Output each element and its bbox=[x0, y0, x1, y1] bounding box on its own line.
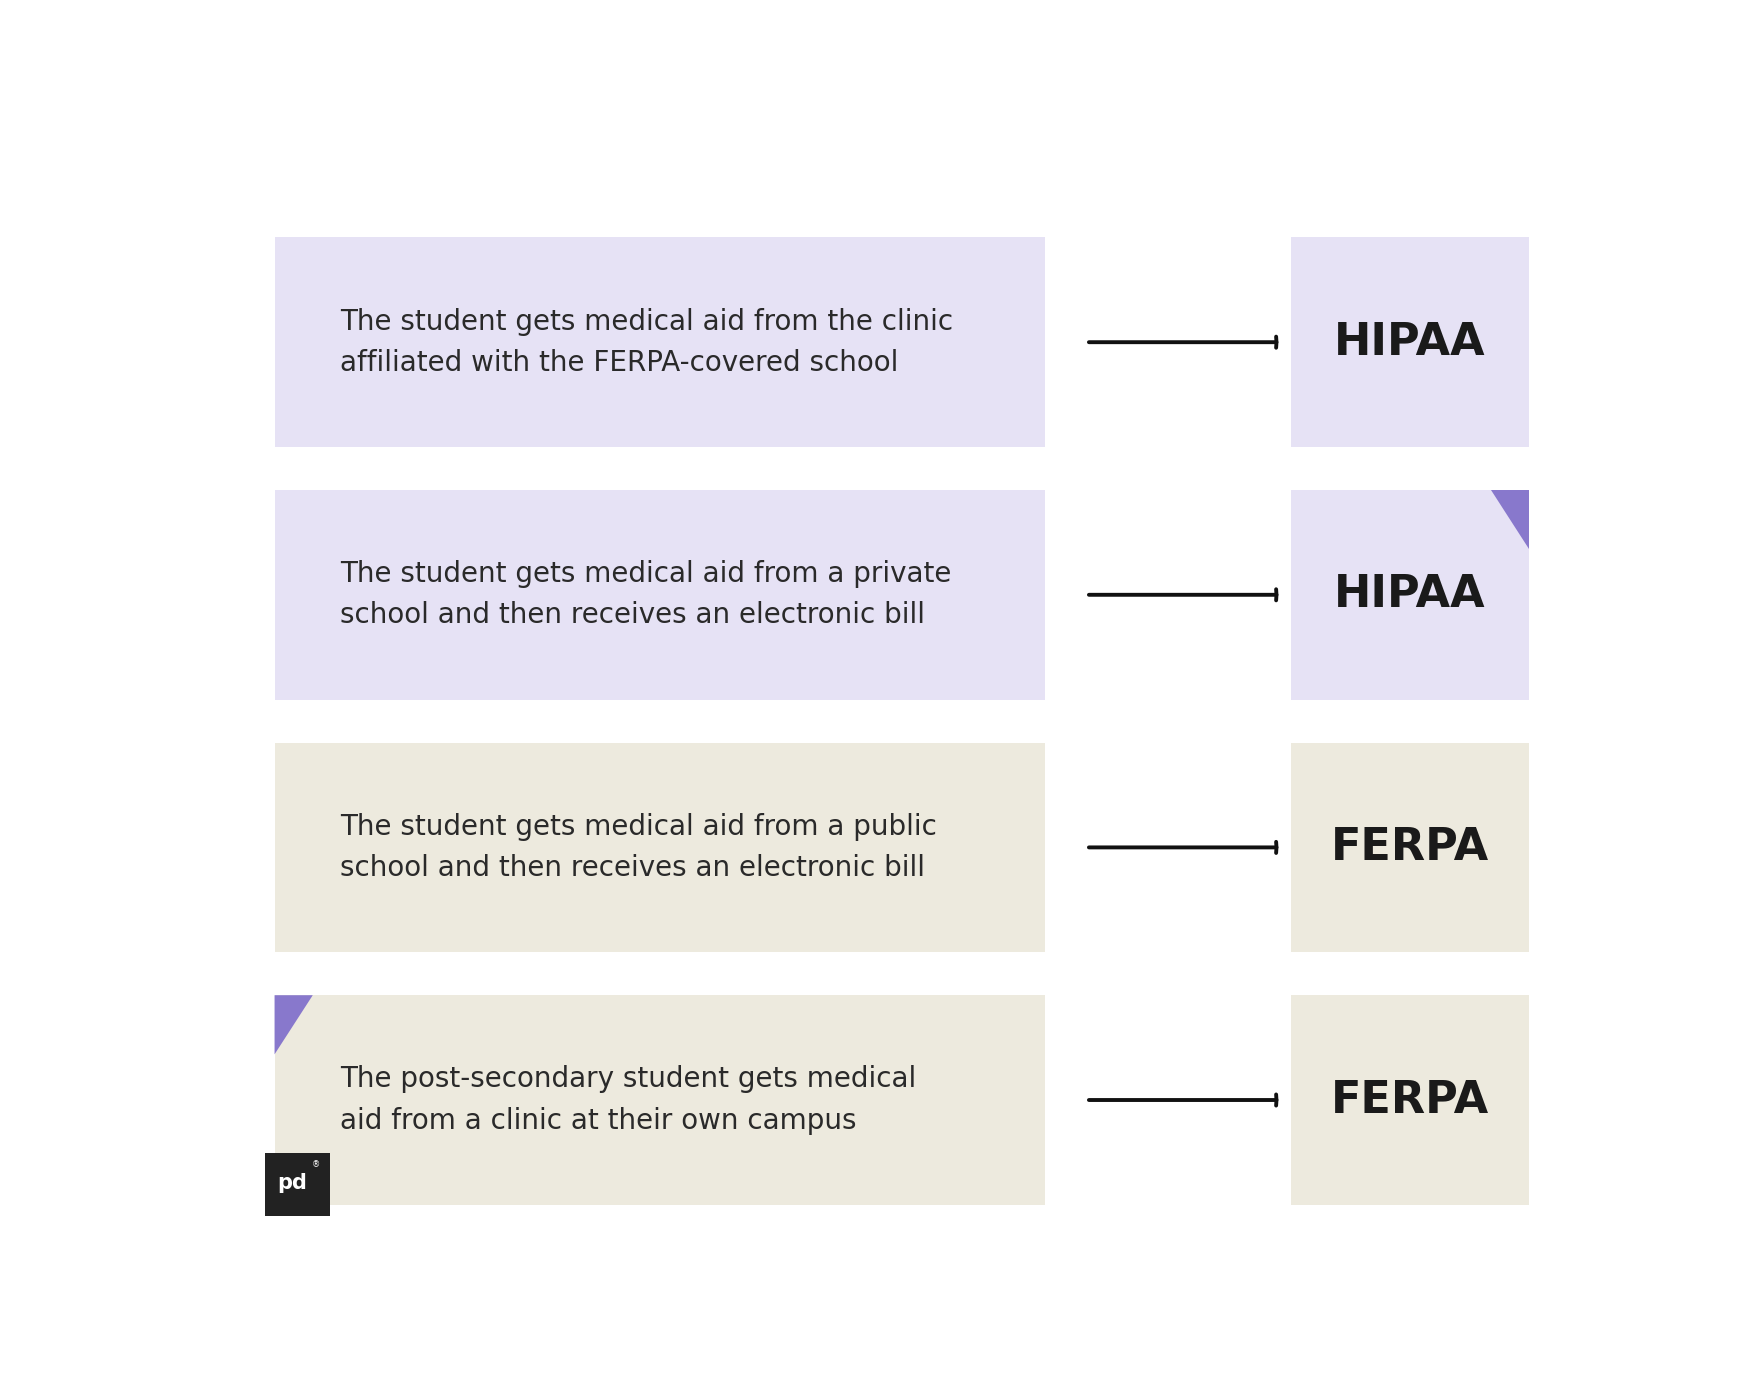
Bar bbox=[275, 995, 1045, 1205]
Bar bbox=[1290, 237, 1529, 447]
Text: The student gets medical aid from a public
school and then receives an electroni: The student gets medical aid from a publ… bbox=[340, 812, 936, 882]
Bar bbox=[266, 1153, 331, 1216]
Bar bbox=[275, 490, 1045, 699]
Bar bbox=[1290, 490, 1529, 699]
Text: FERPA: FERPA bbox=[1331, 1079, 1489, 1121]
Polygon shape bbox=[1491, 490, 1529, 549]
Text: pd: pd bbox=[278, 1173, 308, 1194]
Bar bbox=[1290, 995, 1529, 1205]
Bar bbox=[1290, 743, 1529, 952]
Polygon shape bbox=[275, 995, 313, 1054]
Text: The post-secondary student gets medical
aid from a clinic at their own campus: The post-secondary student gets medical … bbox=[340, 1065, 917, 1135]
Bar bbox=[275, 743, 1045, 952]
Text: HIPAA: HIPAA bbox=[1334, 574, 1485, 616]
Text: The student gets medical aid from the clinic
affiliated with the FERPA-covered s: The student gets medical aid from the cl… bbox=[340, 307, 954, 377]
Text: The student gets medical aid from a private
school and then receives an electron: The student gets medical aid from a priv… bbox=[340, 560, 952, 630]
Text: ®: ® bbox=[312, 1160, 320, 1168]
Text: FERPA: FERPA bbox=[1331, 826, 1489, 868]
Text: HIPAA: HIPAA bbox=[1334, 321, 1485, 364]
Bar bbox=[275, 237, 1045, 447]
